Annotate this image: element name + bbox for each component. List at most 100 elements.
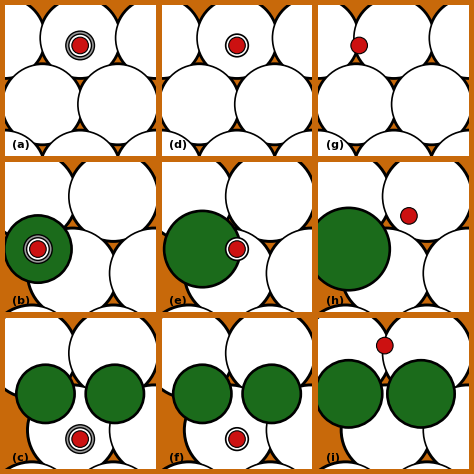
Circle shape: [0, 152, 76, 241]
Circle shape: [299, 303, 392, 397]
Circle shape: [142, 150, 235, 243]
Circle shape: [142, 307, 236, 400]
Circle shape: [226, 463, 315, 474]
Circle shape: [226, 34, 248, 57]
Circle shape: [157, 63, 241, 146]
Circle shape: [301, 309, 390, 398]
Circle shape: [0, 129, 46, 212]
Circle shape: [301, 463, 390, 474]
Circle shape: [299, 307, 392, 400]
Circle shape: [185, 229, 274, 318]
Circle shape: [224, 460, 317, 474]
Circle shape: [0, 306, 76, 394]
Circle shape: [301, 152, 390, 241]
Circle shape: [315, 361, 382, 427]
Circle shape: [114, 129, 198, 212]
Circle shape: [76, 63, 160, 146]
Text: (f): (f): [169, 453, 184, 463]
Circle shape: [142, 303, 235, 397]
Circle shape: [299, 460, 392, 474]
Circle shape: [122, 131, 201, 210]
Circle shape: [0, 303, 79, 397]
Circle shape: [119, 0, 203, 80]
Circle shape: [69, 152, 158, 241]
Circle shape: [195, 129, 279, 212]
Circle shape: [390, 63, 474, 146]
Circle shape: [116, 0, 195, 78]
Circle shape: [195, 0, 279, 80]
Circle shape: [109, 229, 199, 318]
Circle shape: [429, 0, 474, 78]
Circle shape: [388, 361, 454, 427]
Circle shape: [116, 131, 195, 210]
Circle shape: [144, 309, 233, 398]
Circle shape: [224, 150, 317, 243]
Circle shape: [66, 31, 94, 60]
Circle shape: [119, 129, 203, 212]
Circle shape: [276, 129, 360, 212]
Circle shape: [376, 337, 393, 354]
Circle shape: [229, 431, 246, 447]
Circle shape: [109, 385, 199, 474]
Circle shape: [0, 131, 45, 210]
Circle shape: [392, 64, 472, 144]
Text: (e): (e): [169, 296, 187, 306]
Circle shape: [0, 309, 76, 398]
Circle shape: [342, 385, 431, 474]
Circle shape: [421, 227, 474, 320]
Circle shape: [381, 460, 474, 474]
Circle shape: [144, 463, 233, 474]
Circle shape: [26, 227, 119, 320]
Circle shape: [29, 241, 46, 257]
Circle shape: [0, 463, 76, 474]
Circle shape: [264, 383, 357, 474]
Circle shape: [401, 208, 417, 224]
Circle shape: [264, 227, 357, 320]
Circle shape: [271, 129, 355, 212]
Circle shape: [24, 235, 52, 264]
Circle shape: [84, 364, 146, 424]
Circle shape: [26, 383, 119, 474]
Circle shape: [197, 131, 277, 210]
Text: (g): (g): [326, 139, 344, 149]
Circle shape: [279, 131, 358, 210]
Circle shape: [423, 385, 474, 474]
Circle shape: [271, 0, 355, 80]
Circle shape: [228, 241, 246, 257]
Circle shape: [241, 364, 302, 424]
Circle shape: [69, 463, 158, 474]
Circle shape: [314, 63, 398, 146]
Circle shape: [316, 64, 396, 144]
Circle shape: [122, 0, 201, 78]
Circle shape: [172, 364, 233, 424]
Circle shape: [226, 152, 315, 241]
Circle shape: [183, 383, 276, 474]
Circle shape: [197, 0, 277, 78]
Circle shape: [28, 229, 117, 318]
Circle shape: [0, 460, 79, 474]
Circle shape: [40, 0, 120, 78]
Circle shape: [354, 131, 434, 210]
Circle shape: [0, 307, 79, 400]
Text: (a): (a): [12, 139, 30, 149]
Circle shape: [173, 365, 231, 422]
Circle shape: [428, 129, 474, 212]
Circle shape: [229, 37, 246, 54]
Circle shape: [429, 131, 474, 210]
Circle shape: [28, 385, 117, 474]
Circle shape: [428, 0, 474, 80]
Circle shape: [185, 385, 274, 474]
Circle shape: [273, 131, 352, 210]
Circle shape: [342, 229, 431, 318]
Text: (d): (d): [169, 139, 187, 149]
Circle shape: [15, 364, 76, 424]
Circle shape: [69, 306, 158, 394]
Circle shape: [308, 209, 389, 290]
Circle shape: [352, 0, 436, 80]
Circle shape: [66, 425, 94, 454]
Circle shape: [5, 216, 71, 282]
Circle shape: [163, 210, 242, 289]
Circle shape: [2, 64, 82, 144]
Circle shape: [381, 150, 474, 243]
Circle shape: [383, 152, 472, 241]
